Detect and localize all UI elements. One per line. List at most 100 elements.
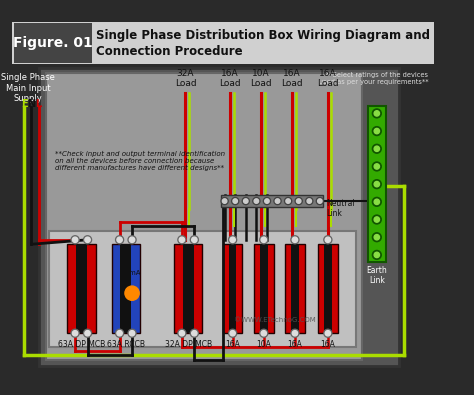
Circle shape (128, 329, 136, 337)
Text: 16A
Load: 16A Load (282, 69, 303, 88)
Circle shape (325, 237, 330, 243)
Text: 16A: 16A (320, 340, 335, 349)
Circle shape (85, 331, 90, 336)
Text: 16A: 16A (225, 340, 240, 349)
Circle shape (284, 198, 292, 205)
Circle shape (374, 164, 380, 169)
Circle shape (291, 236, 299, 244)
Bar (182, 244, 193, 333)
Text: **Check input and output terminal identification
on all the devices before conne: **Check input and output terminal identi… (55, 151, 225, 171)
Text: 16A
Load: 16A Load (219, 69, 241, 88)
Circle shape (264, 198, 271, 205)
Circle shape (292, 331, 298, 336)
Circle shape (292, 237, 298, 243)
Circle shape (117, 331, 122, 336)
Circle shape (125, 286, 139, 300)
Circle shape (71, 329, 79, 337)
Circle shape (374, 181, 380, 187)
Circle shape (116, 329, 124, 337)
Circle shape (374, 235, 380, 240)
Circle shape (373, 162, 381, 171)
Bar (12, 22, 434, 64)
Text: N: N (27, 99, 36, 109)
Circle shape (232, 198, 239, 205)
Circle shape (230, 331, 235, 336)
Circle shape (260, 236, 268, 244)
Bar (67, 244, 96, 333)
Circle shape (260, 329, 268, 337)
Circle shape (179, 331, 184, 336)
Bar (221, 195, 323, 207)
Circle shape (117, 237, 122, 243)
Text: Figure. 01: Figure. 01 (13, 36, 93, 50)
Circle shape (316, 198, 323, 205)
Text: Connection Procedure: Connection Procedure (96, 45, 242, 58)
Circle shape (191, 329, 198, 337)
Circle shape (325, 331, 330, 336)
Text: Neutral
Link: Neutral Link (326, 199, 355, 218)
Bar (254, 244, 273, 333)
Circle shape (261, 237, 266, 243)
Text: 10A: 10A (256, 340, 271, 349)
Text: **Select ratings of the devices
used as per your requirements**: **Select ratings of the devices used as … (319, 71, 428, 85)
Circle shape (374, 217, 380, 222)
Circle shape (373, 250, 381, 260)
Circle shape (178, 236, 186, 244)
Bar (46, 73, 362, 360)
Circle shape (129, 331, 135, 336)
Text: 16A: 16A (288, 340, 302, 349)
Text: 16A
Load: 16A Load (317, 69, 339, 88)
Circle shape (296, 199, 301, 203)
Circle shape (242, 198, 249, 205)
Circle shape (295, 198, 302, 205)
Text: Single Phase Distribution Box Wiring Diagram and: Single Phase Distribution Box Wiring Dia… (96, 28, 429, 41)
Bar (318, 244, 337, 333)
Bar (38, 68, 399, 366)
Circle shape (373, 215, 381, 224)
Circle shape (230, 237, 235, 243)
Circle shape (373, 144, 381, 153)
Circle shape (318, 199, 322, 203)
Circle shape (374, 252, 380, 258)
Circle shape (374, 199, 380, 205)
Circle shape (291, 329, 299, 337)
Text: E: E (21, 99, 27, 109)
Circle shape (254, 199, 259, 203)
Circle shape (233, 199, 237, 203)
Circle shape (129, 237, 135, 243)
Bar (14, 23, 92, 63)
Circle shape (373, 180, 381, 188)
Circle shape (228, 236, 237, 244)
Circle shape (73, 331, 78, 336)
Circle shape (373, 198, 381, 206)
Circle shape (374, 146, 380, 151)
Bar (291, 244, 299, 333)
Circle shape (374, 111, 380, 116)
Circle shape (264, 199, 269, 203)
Text: L: L (36, 99, 42, 109)
Text: 30mA: 30mA (121, 270, 141, 276)
Circle shape (128, 236, 136, 244)
Circle shape (83, 329, 91, 337)
Text: 32A DP MCB: 32A DP MCB (164, 340, 212, 349)
Text: 32A
Load: 32A Load (174, 69, 196, 88)
Text: 63A DP MCB: 63A DP MCB (58, 340, 105, 349)
Bar (76, 244, 87, 333)
Circle shape (191, 237, 197, 243)
Bar (285, 244, 305, 333)
Circle shape (178, 329, 186, 337)
Circle shape (324, 236, 332, 244)
Text: ©WWW.ETechnoG.COM: ©WWW.ETechnoG.COM (234, 317, 315, 323)
Text: 63A RCCB: 63A RCCB (107, 340, 145, 349)
Circle shape (253, 198, 260, 205)
Text: 10A
Load: 10A Load (250, 69, 272, 88)
Circle shape (324, 329, 332, 337)
Text: Earth
Link: Earth Link (366, 265, 387, 285)
Circle shape (275, 199, 280, 203)
Circle shape (228, 329, 237, 337)
Circle shape (191, 236, 198, 244)
Circle shape (307, 199, 311, 203)
Circle shape (286, 199, 291, 203)
Bar (111, 244, 140, 333)
Bar (223, 244, 242, 333)
